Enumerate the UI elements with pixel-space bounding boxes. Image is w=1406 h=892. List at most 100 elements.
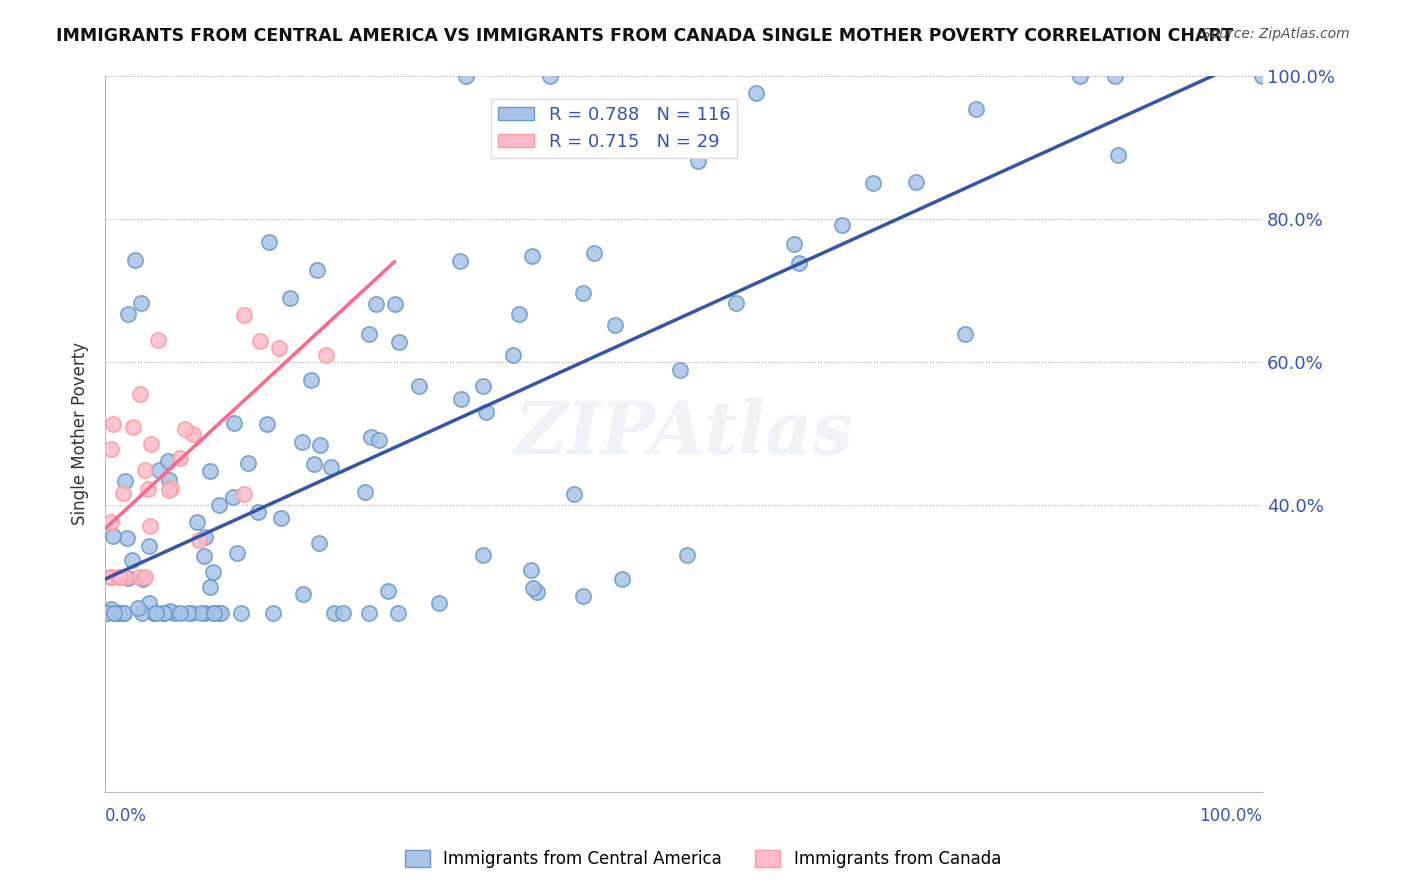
Point [122, 420, 145, 434]
Point [471, 549, 494, 563]
Point [169, 606, 191, 620]
Point [308, 536, 330, 550]
Point [112, 485, 135, 500]
Point [134, 463, 156, 477]
Point [572, 589, 595, 603]
Point [353, 484, 375, 499]
Text: IMMIGRANTS FROM CENTRAL AMERICA VS IMMIGRANTS FROM CANADA SINGLE MOTHER POVERTY : IMMIGRANTS FROM CENTRAL AMERICA VS IMMIG… [56, 27, 1233, 45]
Point [905, 175, 928, 189]
Point [278, 291, 301, 305]
Point [522, 581, 544, 595]
Point [188, 533, 211, 548]
Point [267, 342, 290, 356]
Point [725, 296, 748, 310]
Point [262, 606, 284, 620]
Point [143, 606, 166, 620]
Text: 0.0%: 0.0% [105, 806, 148, 825]
Point [108, 570, 131, 584]
Point [384, 297, 406, 311]
Point [174, 422, 197, 436]
Point [222, 417, 245, 431]
Point [101, 529, 124, 543]
Point [157, 483, 180, 497]
Point [100, 570, 122, 584]
Point [117, 307, 139, 321]
Point [100, 442, 122, 456]
Point [309, 438, 332, 452]
Legend: R = 0.788   N = 116, R = 0.715   N = 29: R = 0.788 N = 116, R = 0.715 N = 29 [491, 99, 738, 159]
Point [688, 153, 710, 168]
Point [222, 490, 245, 504]
Point [153, 606, 176, 620]
Point [831, 218, 853, 232]
Point [111, 606, 134, 620]
Point [157, 454, 180, 468]
Point [1251, 69, 1274, 83]
Point [307, 263, 329, 277]
Point [131, 606, 153, 620]
Point [605, 318, 627, 333]
Point [114, 570, 136, 584]
Point [114, 475, 136, 489]
Point [526, 585, 548, 599]
Point [360, 430, 382, 444]
Point [143, 606, 166, 620]
Point [387, 606, 409, 620]
Point [177, 606, 200, 620]
Point [186, 516, 208, 530]
Point [299, 373, 322, 387]
Point [862, 176, 884, 190]
Point [232, 308, 254, 322]
Point [96, 606, 118, 620]
Point [562, 487, 585, 501]
Point [233, 487, 256, 501]
Text: ZIPAtlas: ZIPAtlas [515, 398, 853, 469]
Point [249, 334, 271, 348]
Point [108, 606, 131, 620]
Point [377, 584, 399, 599]
Y-axis label: Single Mother Poverty: Single Mother Poverty [72, 343, 89, 525]
Point [103, 606, 125, 620]
Point [475, 405, 498, 419]
Point [100, 602, 122, 616]
Point [129, 387, 152, 401]
Point [745, 86, 768, 100]
Point [132, 572, 155, 586]
Point [193, 549, 215, 563]
Point [256, 417, 278, 431]
Point [323, 606, 346, 620]
Point [953, 326, 976, 341]
Point [359, 327, 381, 342]
Point [367, 433, 389, 447]
Point [163, 606, 186, 620]
Point [520, 563, 543, 577]
Point [321, 459, 343, 474]
Point [127, 601, 149, 615]
Point [388, 334, 411, 349]
Point [157, 473, 180, 487]
Point [783, 236, 806, 251]
Point [472, 378, 495, 392]
Point [502, 347, 524, 361]
Point [291, 435, 314, 450]
Point [138, 596, 160, 610]
Point [1107, 147, 1129, 161]
Point [128, 570, 150, 584]
Point [582, 245, 605, 260]
Point [180, 606, 202, 620]
Point [159, 604, 181, 618]
Point [121, 552, 143, 566]
Point [669, 363, 692, 377]
Point [194, 606, 217, 620]
Point [194, 530, 217, 544]
Point [208, 606, 231, 620]
Point [169, 450, 191, 465]
Point [427, 596, 450, 610]
Point [520, 249, 543, 263]
Point [200, 464, 222, 478]
Point [160, 481, 183, 495]
Point [148, 463, 170, 477]
Point [257, 235, 280, 249]
Point [100, 570, 122, 584]
Point [117, 531, 139, 545]
